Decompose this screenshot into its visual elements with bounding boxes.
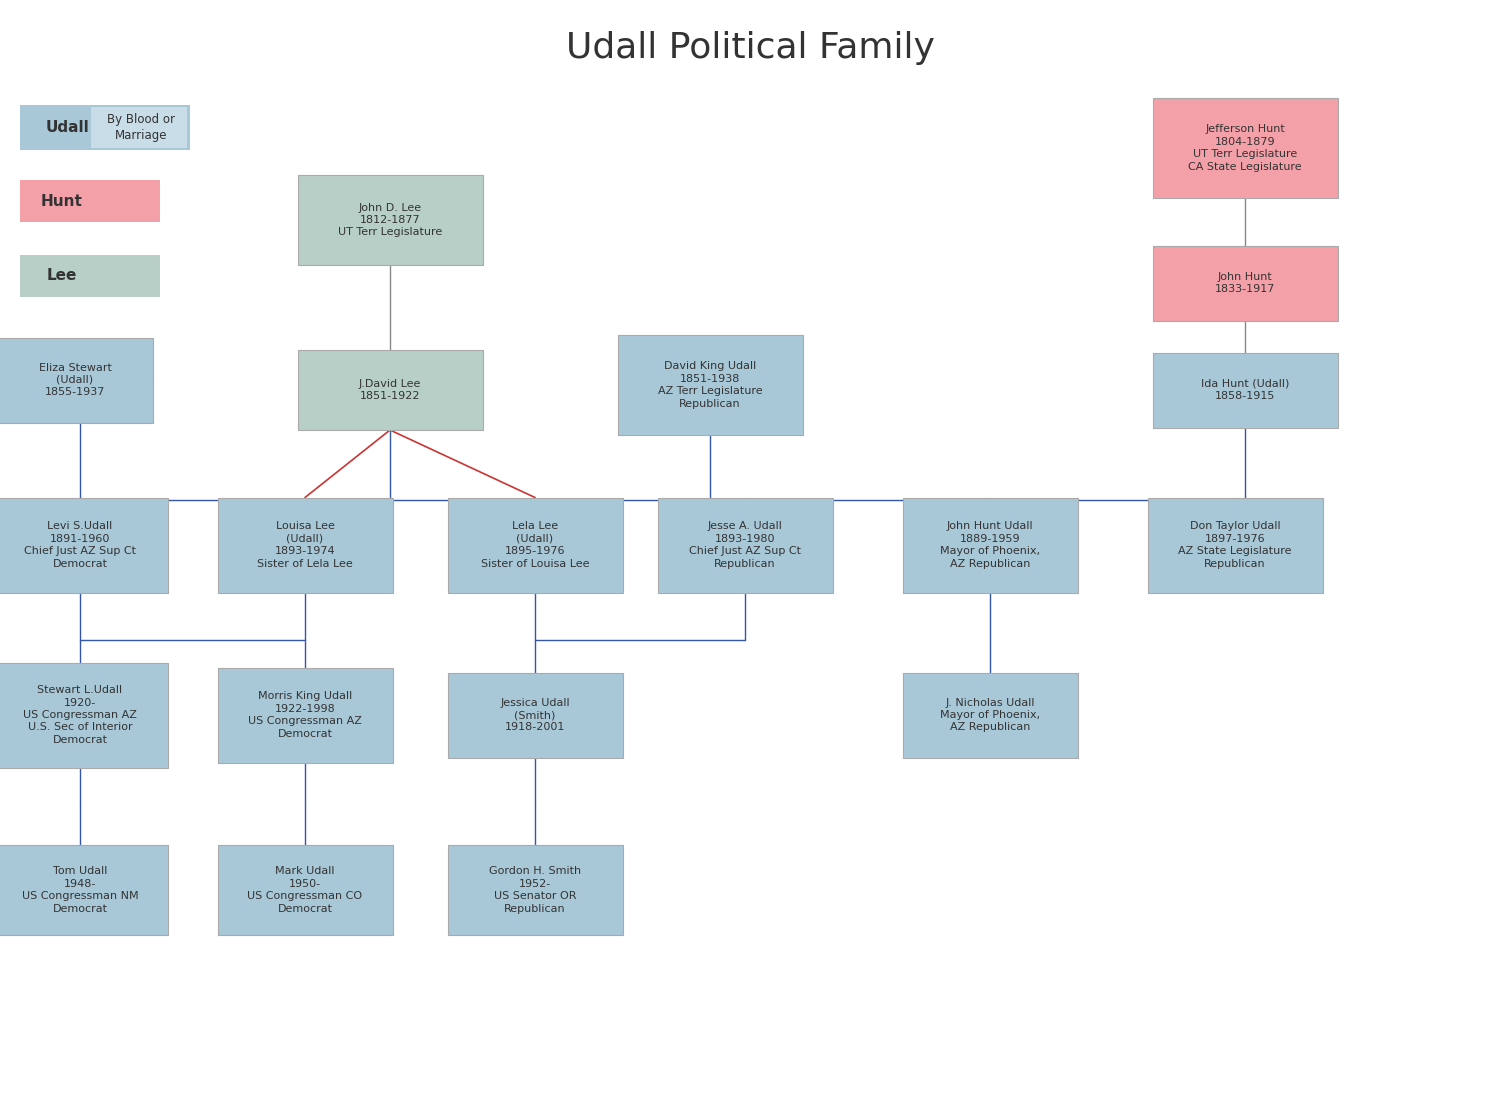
- Text: John D. Lee
1812-1877
UT Terr Legislature: John D. Lee 1812-1877 UT Terr Legislatur…: [338, 202, 442, 237]
- Text: Lee: Lee: [46, 268, 76, 283]
- FancyBboxPatch shape: [657, 498, 833, 593]
- Text: Levi S.Udall
1891-1960
Chief Just AZ Sup Ct
Democrat: Levi S.Udall 1891-1960 Chief Just AZ Sup…: [24, 522, 136, 569]
- Text: Louisa Lee
(Udall)
1893-1974
Sister of Lela Lee: Louisa Lee (Udall) 1893-1974 Sister of L…: [256, 522, 352, 569]
- FancyBboxPatch shape: [0, 845, 168, 935]
- FancyBboxPatch shape: [20, 181, 160, 222]
- Text: John Hunt Udall
1889-1959
Mayor of Phoenix,
AZ Republican: John Hunt Udall 1889-1959 Mayor of Phoen…: [940, 522, 1040, 569]
- FancyBboxPatch shape: [447, 673, 622, 757]
- Text: Eliza Stewart
(Udall)
1855-1937: Eliza Stewart (Udall) 1855-1937: [39, 362, 111, 397]
- FancyBboxPatch shape: [217, 845, 393, 935]
- FancyBboxPatch shape: [1152, 98, 1338, 198]
- Text: J.David Lee
1851-1922: J.David Lee 1851-1922: [358, 379, 422, 401]
- Text: By Blood or
Marriage: By Blood or Marriage: [106, 114, 174, 141]
- FancyBboxPatch shape: [618, 335, 803, 435]
- FancyBboxPatch shape: [297, 350, 483, 430]
- Text: John Hunt
1833-1917: John Hunt 1833-1917: [1215, 271, 1275, 294]
- FancyBboxPatch shape: [297, 175, 483, 265]
- FancyBboxPatch shape: [1152, 245, 1338, 321]
- FancyBboxPatch shape: [20, 105, 190, 150]
- FancyBboxPatch shape: [903, 498, 1077, 593]
- Text: Stewart L.Udall
1920-
US Congressman AZ
U.S. Sec of Interior
Democrat: Stewart L.Udall 1920- US Congressman AZ …: [22, 685, 136, 745]
- FancyBboxPatch shape: [217, 498, 393, 593]
- Text: David King Udall
1851-1938
AZ Terr Legislature
Republican: David King Udall 1851-1938 AZ Terr Legis…: [657, 361, 762, 408]
- FancyBboxPatch shape: [217, 667, 393, 763]
- Text: Ida Hunt (Udall)
1858-1915: Ida Hunt (Udall) 1858-1915: [1202, 379, 1288, 401]
- Text: Jessica Udall
(Smith)
1918-2001: Jessica Udall (Smith) 1918-2001: [500, 698, 570, 732]
- Text: Udall: Udall: [45, 120, 90, 135]
- FancyBboxPatch shape: [447, 498, 622, 593]
- Text: Jesse A. Udall
1893-1980
Chief Just AZ Sup Ct
Republican: Jesse A. Udall 1893-1980 Chief Just AZ S…: [688, 522, 801, 569]
- FancyBboxPatch shape: [447, 845, 622, 935]
- Text: Mark Udall
1950-
US Congressman CO
Democrat: Mark Udall 1950- US Congressman CO Democ…: [248, 866, 363, 913]
- Text: Morris King Udall
1922-1998
US Congressman AZ
Democrat: Morris King Udall 1922-1998 US Congressm…: [248, 691, 362, 738]
- Text: Udall Political Family: Udall Political Family: [566, 31, 934, 65]
- Text: Don Taylor Udall
1897-1976
AZ State Legislature
Republican: Don Taylor Udall 1897-1976 AZ State Legi…: [1179, 522, 1292, 569]
- FancyBboxPatch shape: [20, 255, 160, 296]
- Text: Jefferson Hunt
1804-1879
UT Terr Legislature
CA State Legislature: Jefferson Hunt 1804-1879 UT Terr Legisla…: [1188, 125, 1302, 172]
- Text: J. Nicholas Udall
Mayor of Phoenix,
AZ Republican: J. Nicholas Udall Mayor of Phoenix, AZ R…: [940, 698, 1040, 732]
- FancyBboxPatch shape: [0, 498, 168, 593]
- FancyBboxPatch shape: [1148, 498, 1323, 593]
- Text: Tom Udall
1948-
US Congressman NM
Democrat: Tom Udall 1948- US Congressman NM Democr…: [21, 866, 138, 913]
- FancyBboxPatch shape: [0, 663, 168, 768]
- Text: Gordon H. Smith
1952-
US Senator OR
Republican: Gordon H. Smith 1952- US Senator OR Repu…: [489, 866, 580, 913]
- FancyBboxPatch shape: [0, 338, 153, 422]
- FancyBboxPatch shape: [903, 673, 1077, 757]
- FancyBboxPatch shape: [1152, 352, 1338, 428]
- Text: Hunt: Hunt: [40, 194, 82, 209]
- Text: Lela Lee
(Udall)
1895-1976
Sister of Louisa Lee: Lela Lee (Udall) 1895-1976 Sister of Lou…: [480, 522, 590, 569]
- FancyBboxPatch shape: [92, 107, 186, 148]
